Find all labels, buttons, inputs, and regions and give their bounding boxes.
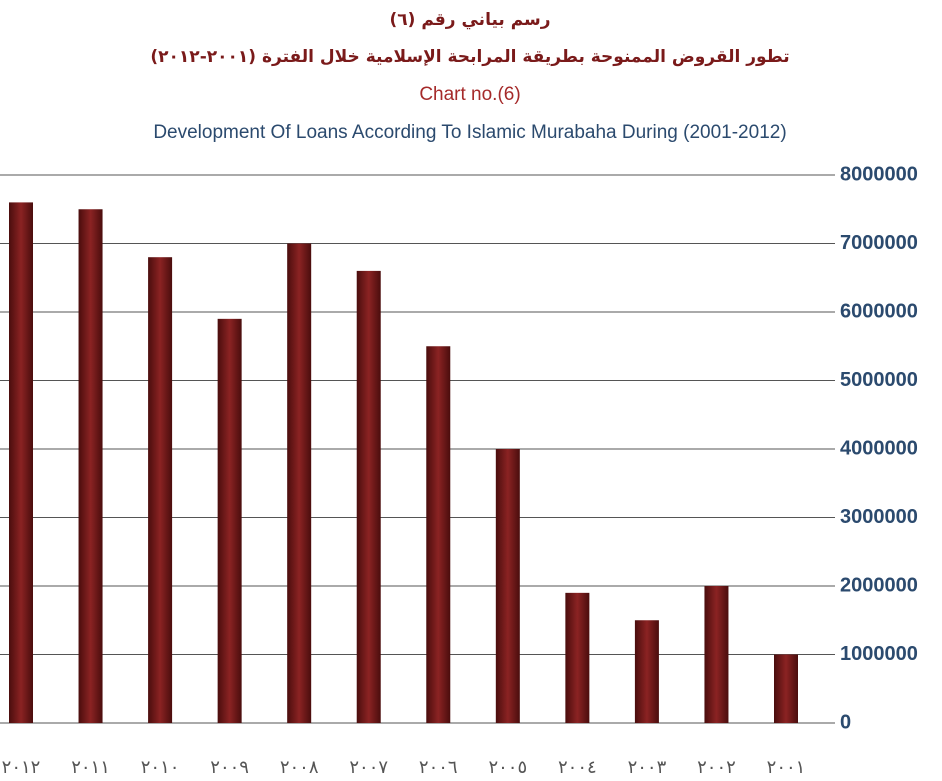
bar bbox=[565, 592, 590, 723]
y-tick-label: 7000000 bbox=[840, 232, 918, 254]
y-tick-label: 3000000 bbox=[840, 506, 918, 528]
x-tick-label: ٢٠٠٣ bbox=[628, 757, 667, 778]
y-tick-label: 2000000 bbox=[840, 574, 918, 596]
y-tick-label: 4000000 bbox=[840, 437, 918, 459]
bar bbox=[148, 257, 173, 723]
chart-title-en: Chart no.(6) bbox=[419, 84, 520, 105]
x-tick-label: ٢٠٠٥ bbox=[488, 757, 527, 778]
x-tick-label: ٢٠١٢ bbox=[2, 757, 41, 778]
bar bbox=[634, 620, 659, 723]
bar bbox=[774, 654, 798, 723]
x-tick-label: ٢٠٠٨ bbox=[280, 757, 319, 778]
y-tick-label: 1000000 bbox=[840, 643, 918, 665]
y-tick-label: 0 bbox=[840, 711, 851, 733]
x-tick-label: ٢٠٠٦ bbox=[419, 757, 458, 778]
x-tick-label: ٢٠٠٢ bbox=[697, 757, 736, 778]
bar bbox=[78, 209, 103, 723]
bar bbox=[9, 202, 33, 723]
x-tick-label: ٢٠٠٤ bbox=[558, 757, 597, 778]
x-tick-label: ٢٠٠١ bbox=[767, 757, 806, 778]
bar bbox=[704, 586, 729, 723]
x-tick-label: ٢٠٠٩ bbox=[210, 757, 249, 778]
chart-title: رسم بياني رقم (٦) bbox=[389, 10, 550, 30]
bar bbox=[217, 318, 242, 723]
y-tick-label: 5000000 bbox=[840, 369, 918, 391]
bar bbox=[287, 243, 312, 723]
bar bbox=[356, 270, 381, 723]
bar bbox=[426, 346, 451, 723]
bar bbox=[495, 449, 520, 723]
y-tick-label: 6000000 bbox=[840, 300, 918, 322]
chart-subtitle: تطور القروض الممنوحة بطريقة المرابحة الإ… bbox=[150, 47, 789, 67]
x-tick-label: ٢٠١٠ bbox=[141, 757, 180, 778]
chart-subtitle-en: Development Of Loans According To Islami… bbox=[153, 122, 786, 143]
x-tick-label: ٢٠١١ bbox=[71, 757, 110, 778]
y-tick-label: 8000000 bbox=[840, 163, 918, 185]
x-tick-label: ٢٠٠٧ bbox=[349, 757, 388, 778]
